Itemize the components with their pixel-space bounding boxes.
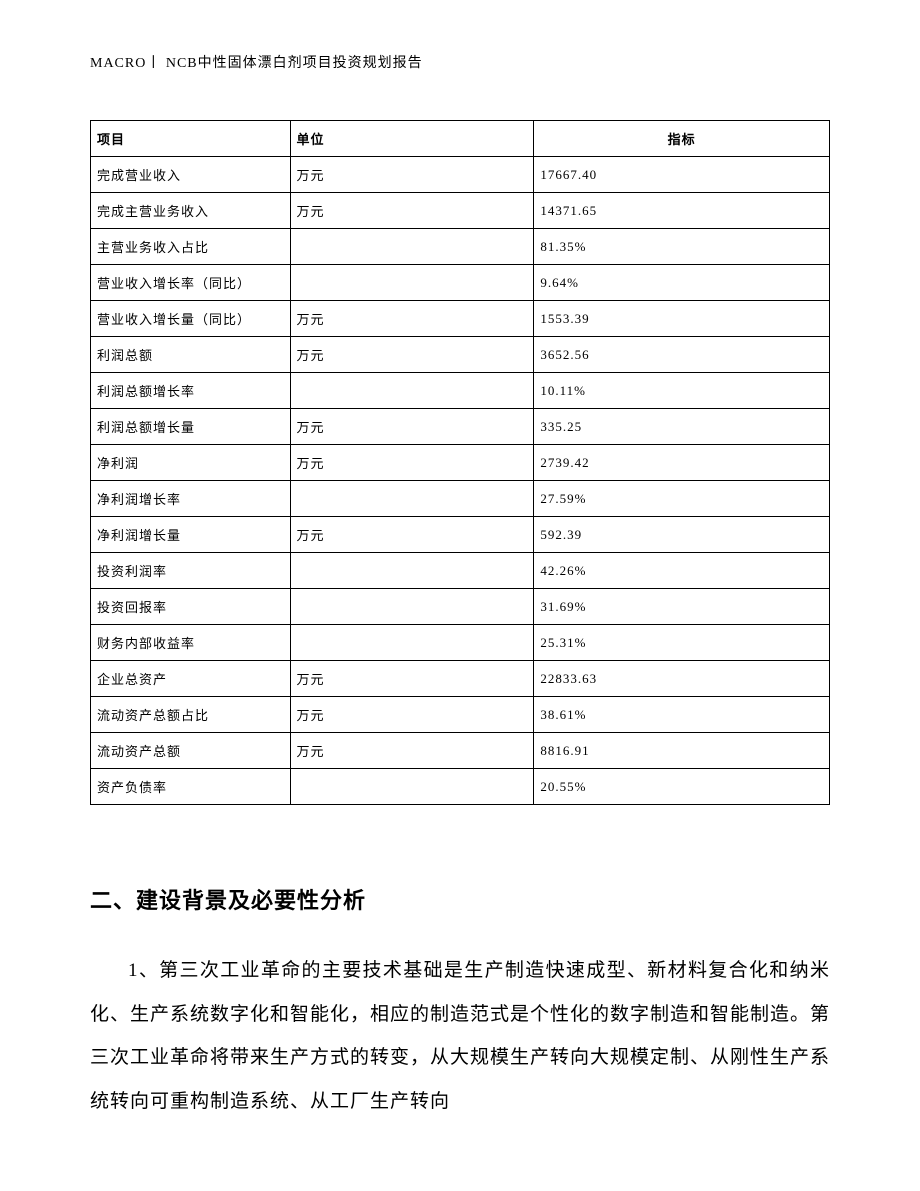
cell-item: 利润总额 xyxy=(91,337,291,373)
document-page: MACRO丨 NCB中性固体漂白剂项目投资规划报告 项目 单位 指标 完成营业收… xyxy=(0,0,920,1184)
cell-value: 27.59% xyxy=(534,481,830,517)
col-header-item: 项目 xyxy=(91,121,291,157)
cell-item: 净利润增长量 xyxy=(91,517,291,553)
table-row: 净利润增长量万元592.39 xyxy=(91,517,830,553)
cell-item: 财务内部收益率 xyxy=(91,625,291,661)
cell-unit: 万元 xyxy=(290,409,534,445)
table-row: 财务内部收益率 25.31% xyxy=(91,625,830,661)
section-paragraph: 1、第三次工业革命的主要技术基础是生产制造快速成型、新材料复合化和纳米化、生产系… xyxy=(90,949,830,1124)
table-row: 营业收入增长量（同比）万元1553.39 xyxy=(91,301,830,337)
cell-item: 净利润增长率 xyxy=(91,481,291,517)
page-header: MACRO丨 NCB中性固体漂白剂项目投资规划报告 xyxy=(90,52,830,72)
table-row: 企业总资产万元22833.63 xyxy=(91,661,830,697)
table-row: 资产负债率 20.55% xyxy=(91,769,830,805)
table-row: 投资回报率 31.69% xyxy=(91,589,830,625)
cell-unit xyxy=(290,625,534,661)
cell-unit xyxy=(290,481,534,517)
cell-unit: 万元 xyxy=(290,157,534,193)
cell-unit: 万元 xyxy=(290,517,534,553)
cell-unit xyxy=(290,229,534,265)
table-row: 投资利润率 42.26% xyxy=(91,553,830,589)
table-row: 净利润万元2739.42 xyxy=(91,445,830,481)
cell-value: 2739.42 xyxy=(534,445,830,481)
table-row: 流动资产总额万元8816.91 xyxy=(91,733,830,769)
cell-value: 14371.65 xyxy=(534,193,830,229)
cell-item: 利润总额增长量 xyxy=(91,409,291,445)
table-row: 流动资产总额占比万元38.61% xyxy=(91,697,830,733)
cell-unit: 万元 xyxy=(290,301,534,337)
cell-unit xyxy=(290,553,534,589)
cell-unit: 万元 xyxy=(290,193,534,229)
cell-value: 335.25 xyxy=(534,409,830,445)
cell-value: 25.31% xyxy=(534,625,830,661)
table-row: 营业收入增长率（同比） 9.64% xyxy=(91,265,830,301)
table-row: 利润总额增长量万元335.25 xyxy=(91,409,830,445)
cell-value: 31.69% xyxy=(534,589,830,625)
cell-item: 企业总资产 xyxy=(91,661,291,697)
table-row: 完成营业收入万元17667.40 xyxy=(91,157,830,193)
table-row: 主营业务收入占比 81.35% xyxy=(91,229,830,265)
cell-item: 完成主营业务收入 xyxy=(91,193,291,229)
cell-value: 3652.56 xyxy=(534,337,830,373)
table-body: 完成营业收入万元17667.40完成主营业务收入万元14371.65主营业务收入… xyxy=(91,157,830,805)
cell-value: 1553.39 xyxy=(534,301,830,337)
cell-item: 投资利润率 xyxy=(91,553,291,589)
col-header-unit: 单位 xyxy=(290,121,534,157)
cell-item: 资产负债率 xyxy=(91,769,291,805)
cell-value: 81.35% xyxy=(534,229,830,265)
cell-item: 营业收入增长率（同比） xyxy=(91,265,291,301)
financial-table: 项目 单位 指标 完成营业收入万元17667.40完成主营业务收入万元14371… xyxy=(90,120,830,805)
cell-unit xyxy=(290,265,534,301)
cell-item: 营业收入增长量（同比） xyxy=(91,301,291,337)
cell-value: 20.55% xyxy=(534,769,830,805)
cell-unit: 万元 xyxy=(290,445,534,481)
cell-item: 流动资产总额 xyxy=(91,733,291,769)
cell-unit: 万元 xyxy=(290,661,534,697)
cell-value: 17667.40 xyxy=(534,157,830,193)
cell-unit: 万元 xyxy=(290,733,534,769)
col-header-value: 指标 xyxy=(534,121,830,157)
table-row: 利润总额增长率 10.11% xyxy=(91,373,830,409)
cell-value: 8816.91 xyxy=(534,733,830,769)
cell-value: 9.64% xyxy=(534,265,830,301)
paragraph-text: 1、第三次工业革命的主要技术基础是生产制造快速成型、新材料复合化和纳米化、生产系… xyxy=(90,960,830,1112)
table-row: 利润总额万元3652.56 xyxy=(91,337,830,373)
table-row: 净利润增长率 27.59% xyxy=(91,481,830,517)
cell-item: 主营业务收入占比 xyxy=(91,229,291,265)
cell-value: 22833.63 xyxy=(534,661,830,697)
cell-unit xyxy=(290,589,534,625)
cell-item: 利润总额增长率 xyxy=(91,373,291,409)
table-row: 完成主营业务收入万元14371.65 xyxy=(91,193,830,229)
cell-item: 流动资产总额占比 xyxy=(91,697,291,733)
cell-unit xyxy=(290,769,534,805)
cell-value: 10.11% xyxy=(534,373,830,409)
cell-item: 净利润 xyxy=(91,445,291,481)
cell-value: 42.26% xyxy=(534,553,830,589)
section-heading: 二、建设背景及必要性分析 xyxy=(90,883,830,915)
cell-unit: 万元 xyxy=(290,697,534,733)
cell-item: 投资回报率 xyxy=(91,589,291,625)
table-header-row: 项目 单位 指标 xyxy=(91,121,830,157)
cell-value: 592.39 xyxy=(534,517,830,553)
cell-unit: 万元 xyxy=(290,337,534,373)
cell-value: 38.61% xyxy=(534,697,830,733)
cell-item: 完成营业收入 xyxy=(91,157,291,193)
cell-unit xyxy=(290,373,534,409)
